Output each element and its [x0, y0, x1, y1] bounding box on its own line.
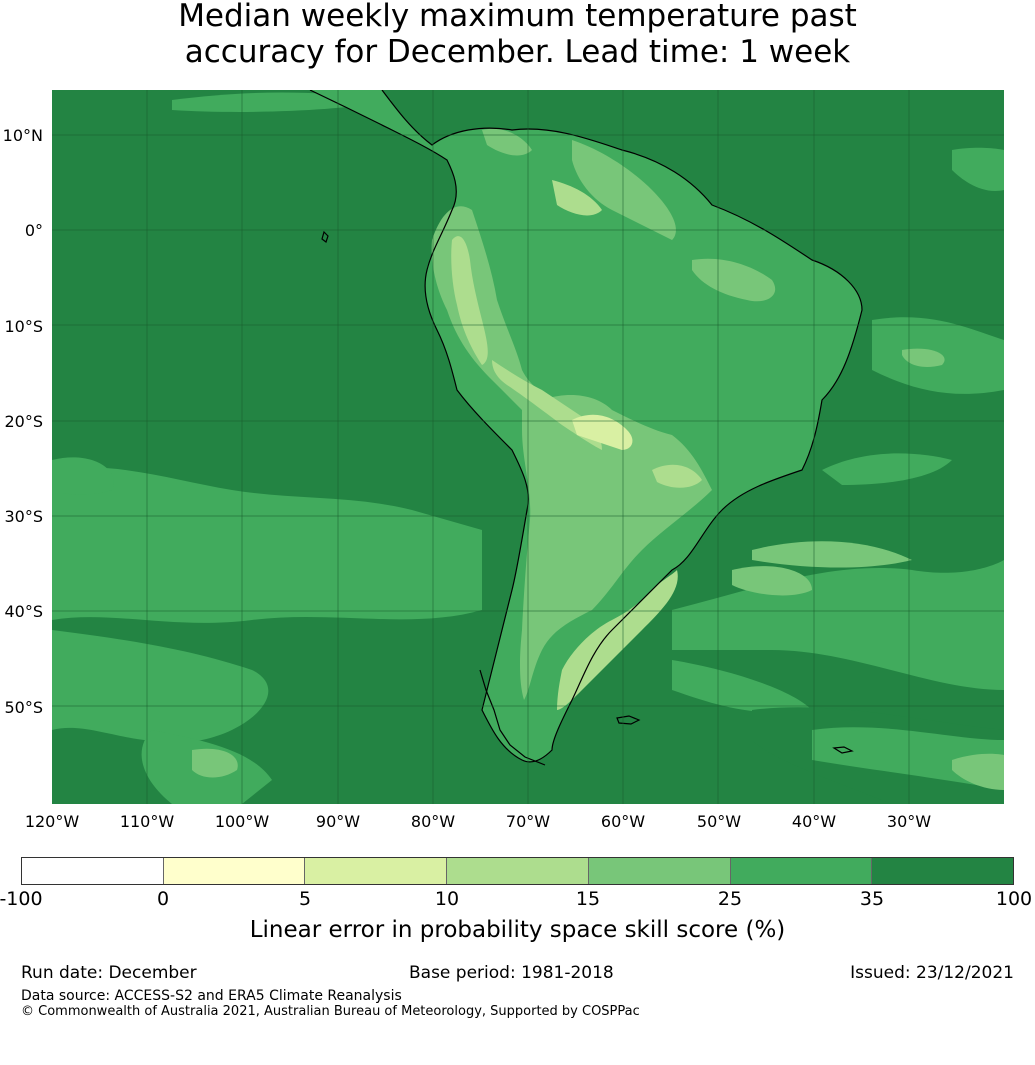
- coastline: [309, 90, 863, 763]
- issued-date: Issued: 23/12/2021: [850, 963, 1014, 983]
- colorbar-tick-label: 0: [156, 888, 170, 910]
- ocean-skill-patches: [52, 92, 1004, 804]
- lon-label-30w: 30°W: [886, 812, 932, 831]
- base-period: Base period: 1981-2018: [409, 963, 614, 983]
- lon-label-60w: 60°W: [600, 812, 646, 831]
- graticule: [52, 90, 1004, 804]
- map-title-line-2: accuracy for December. Lead time: 1 week: [184, 34, 851, 70]
- lon-label-120w: 120°W: [24, 812, 80, 831]
- lat-label-10n: 10°N: [2, 126, 43, 145]
- colorbar-tick-label: 5: [298, 888, 312, 910]
- lon-label-50w: 50°W: [696, 812, 742, 831]
- copyright: © Commonwealth of Australia 2021, Austra…: [21, 1004, 640, 1019]
- colorbar-segment: [447, 858, 589, 884]
- colorbar-segment: [872, 858, 1014, 884]
- colorbar-tick-label: -100: [0, 888, 43, 910]
- colorbar-tick-label: 100: [995, 888, 1033, 910]
- lat-label-30s: 30°S: [4, 507, 43, 526]
- islands: [321, 230, 854, 766]
- lon-label-80w: 80°W: [410, 812, 456, 831]
- colorbar-tick-label: 35: [859, 888, 885, 910]
- colorbar-segment: [305, 858, 448, 884]
- colorbar-label: Linear error in probability space skill …: [249, 917, 786, 943]
- lon-label-90w: 90°W: [315, 812, 361, 831]
- lat-label-20s: 20°S: [4, 412, 43, 431]
- lon-label-40w: 40°W: [791, 812, 837, 831]
- south-america-land: [310, 90, 862, 762]
- lon-label-100w: 100°W: [214, 812, 270, 831]
- lat-label-10s: 10°S: [4, 317, 43, 336]
- colorbar: [21, 857, 1014, 885]
- lat-label-50s: 50°S: [4, 698, 43, 717]
- map-title-line-1: Median weekly maximum temperature past: [178, 0, 857, 34]
- data-source: Data source: ACCESS-S2 and ERA5 Climate …: [21, 988, 402, 1004]
- run-date: Run date: December: [21, 963, 197, 983]
- skill-score-map: [52, 90, 1004, 804]
- lon-label-110w: 110°W: [119, 812, 175, 831]
- colorbar-tick-label: 10: [434, 888, 460, 910]
- colorbar-tick-label: 15: [575, 888, 601, 910]
- colorbar-tick-label: 25: [717, 888, 743, 910]
- lat-label-0: 0°: [24, 221, 43, 240]
- colorbar-segment: [163, 858, 306, 884]
- colorbar-segment: [588, 858, 731, 884]
- lat-label-40s: 40°S: [4, 602, 43, 621]
- colorbar-segment: [22, 858, 164, 884]
- lon-label-70w: 70°W: [505, 812, 551, 831]
- colorbar-segment: [730, 858, 873, 884]
